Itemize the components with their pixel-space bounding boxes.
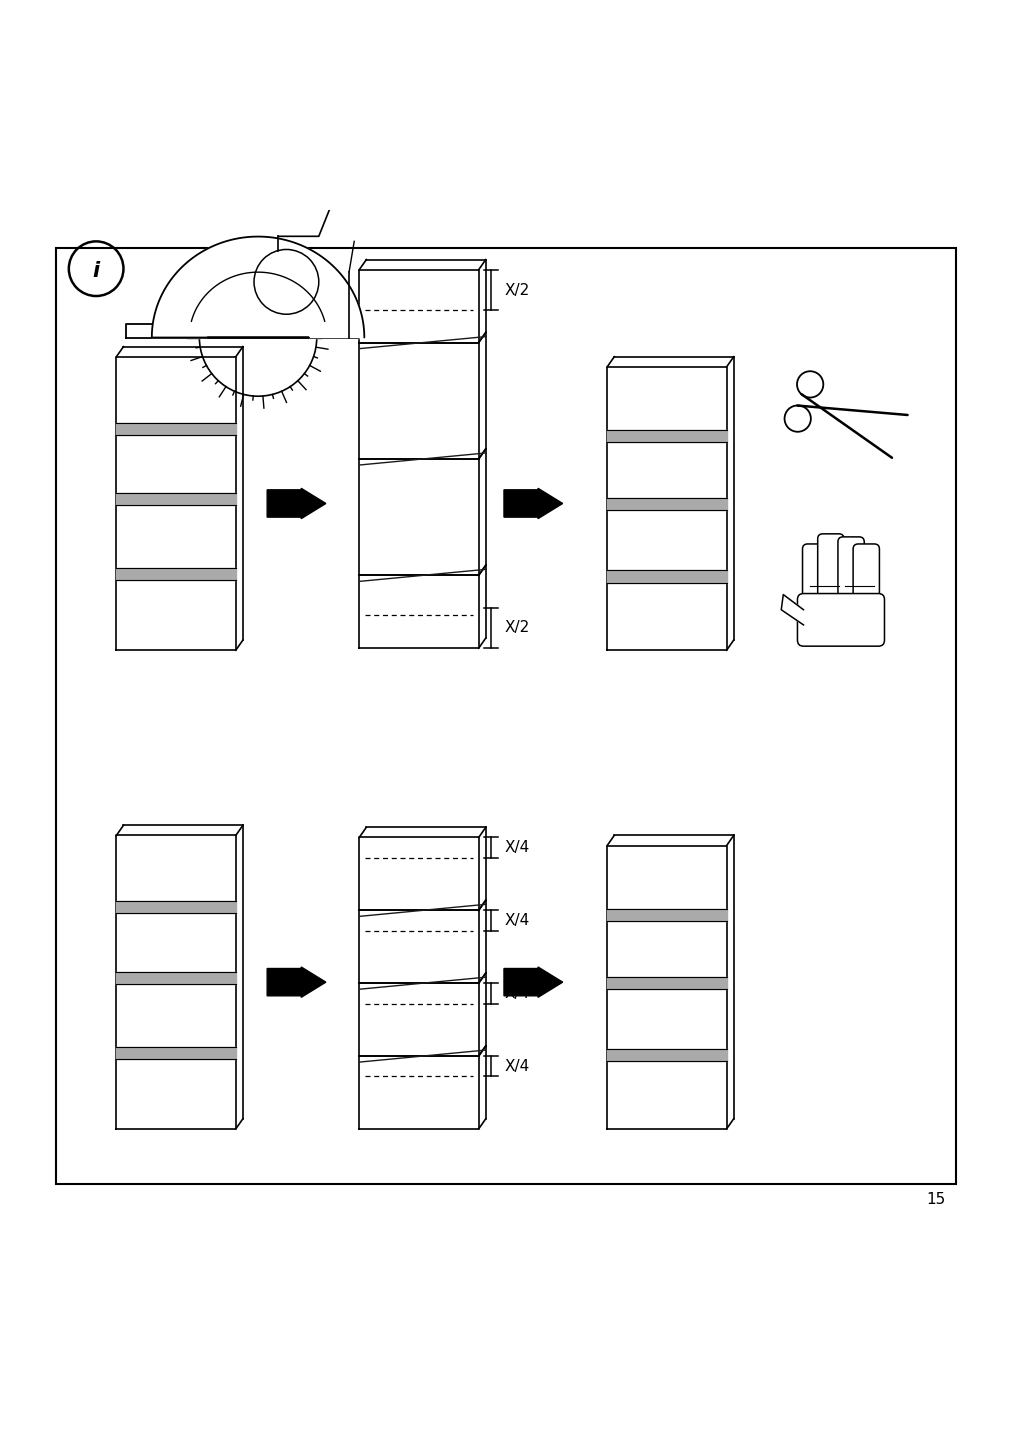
Polygon shape [116, 422, 236, 435]
Polygon shape [607, 570, 726, 583]
Polygon shape [359, 337, 486, 348]
Polygon shape [359, 453, 486, 465]
FancyBboxPatch shape [837, 537, 863, 610]
Polygon shape [359, 904, 486, 916]
Text: X/4: X/4 [504, 841, 530, 855]
Polygon shape [359, 1050, 486, 1063]
Polygon shape [607, 977, 726, 990]
Polygon shape [359, 458, 478, 576]
Polygon shape [267, 488, 326, 518]
Polygon shape [116, 493, 236, 505]
Polygon shape [116, 1047, 236, 1058]
Text: X/2: X/2 [504, 282, 530, 298]
Polygon shape [359, 1055, 478, 1128]
Polygon shape [607, 1050, 726, 1061]
Polygon shape [116, 835, 236, 1128]
Polygon shape [152, 236, 364, 338]
Polygon shape [359, 911, 478, 984]
FancyBboxPatch shape [817, 534, 843, 610]
Text: X/4: X/4 [504, 985, 530, 1001]
Text: X/4: X/4 [504, 1058, 530, 1074]
Polygon shape [607, 845, 726, 1128]
FancyBboxPatch shape [797, 593, 884, 646]
Polygon shape [607, 367, 726, 650]
Polygon shape [359, 977, 486, 990]
Polygon shape [607, 909, 726, 921]
Polygon shape [359, 984, 478, 1055]
Polygon shape [116, 972, 236, 984]
Polygon shape [607, 498, 726, 510]
Polygon shape [780, 594, 803, 624]
Polygon shape [359, 570, 486, 581]
Polygon shape [359, 269, 478, 342]
FancyBboxPatch shape [802, 544, 828, 610]
FancyBboxPatch shape [852, 544, 879, 610]
Bar [56, 249, 955, 1183]
Polygon shape [503, 488, 562, 518]
Polygon shape [359, 838, 478, 911]
Text: i: i [92, 261, 100, 281]
Text: X/4: X/4 [504, 914, 530, 928]
Polygon shape [503, 967, 562, 997]
Polygon shape [116, 569, 236, 580]
Polygon shape [116, 901, 236, 914]
Polygon shape [359, 342, 478, 458]
Polygon shape [267, 967, 326, 997]
Text: X/2: X/2 [504, 620, 530, 636]
Polygon shape [359, 576, 478, 649]
Text: 15: 15 [925, 1193, 945, 1207]
Polygon shape [126, 325, 359, 338]
Polygon shape [116, 357, 236, 650]
Polygon shape [607, 430, 726, 442]
